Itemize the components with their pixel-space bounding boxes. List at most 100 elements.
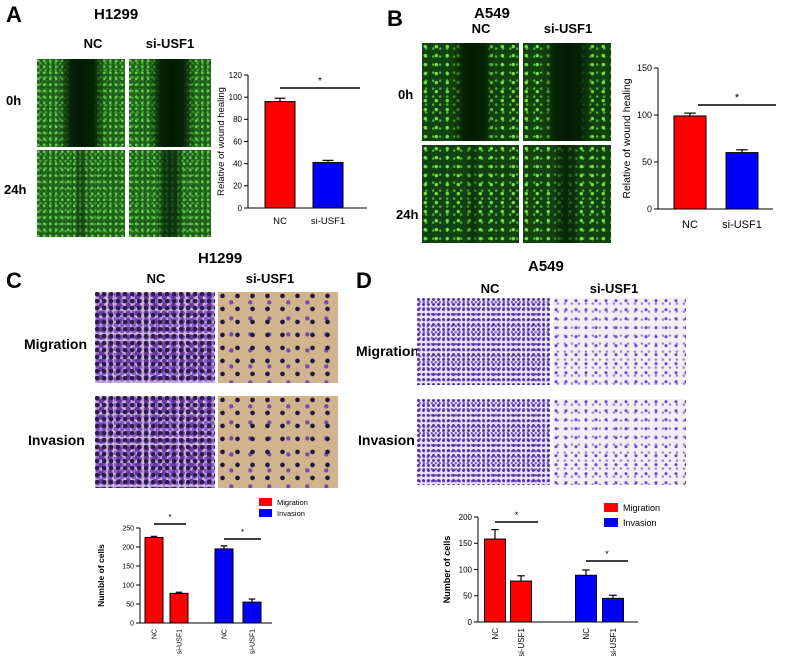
y-tick-label: 100	[459, 565, 473, 574]
bar-invasion-nc	[575, 574, 597, 623]
wound-image-a549-si-usf1-24h	[523, 145, 611, 243]
y-tick-label: 0	[647, 204, 652, 214]
y-tick-label: 100	[637, 110, 652, 120]
panel-c-row-invasion: Invasion	[28, 432, 85, 448]
x-tick-label-nc: NC	[682, 219, 698, 231]
panel-a-title: H1299	[94, 6, 139, 23]
cell-count-chart-h1299: 0 50 100 150 200 250 Numble of cells NC si-USF1 N…	[96, 498, 308, 654]
panel-c-col-nc: NC	[146, 271, 166, 286]
y-tick-label: 60	[233, 137, 242, 146]
legend-label-migration: Migration	[277, 498, 308, 507]
y-tick-label: 250	[122, 525, 134, 532]
y-tick-label: 50	[126, 601, 134, 608]
cell-count-chart-a549: 0 50 100 150 200 Number of cells NC si-USF1 NC si…	[442, 503, 660, 656]
y-tick-label: 150	[459, 539, 473, 548]
bar-invasion-si-usf1	[242, 601, 262, 624]
panel-d-col-si-usf1: si-USF1	[589, 281, 639, 296]
bar-invasion-nc	[214, 548, 234, 624]
x-tick-label-si-usf1: si-USF1	[722, 219, 762, 231]
panel-c-row-migration: Migration	[24, 336, 87, 352]
y-axis-label: Relative of wound healing	[621, 78, 633, 198]
y-tick-label: 150	[637, 63, 652, 73]
bar-invasion-si-usf1	[602, 597, 624, 623]
bar-nc	[673, 115, 707, 210]
transwell-image-a549-si-usf1-invasion	[553, 399, 686, 485]
panel-b-label: B	[387, 6, 403, 31]
wound-image-a549-nc-24h	[422, 145, 519, 243]
x-tick-label-nc: NC	[491, 628, 500, 640]
legend-label-migration: Migration	[623, 503, 660, 513]
y-tick-label: 100	[122, 582, 134, 589]
panel-b-title: A549	[474, 5, 510, 22]
transwell-image-h1299-nc-migration	[95, 292, 215, 383]
y-tick-label: 50	[642, 157, 652, 167]
x-tick-label-nc: NC	[582, 628, 591, 640]
x-tick-label-nc: NC	[273, 216, 287, 227]
panel-a-col-si-usf1: si-USF1	[145, 36, 195, 51]
x-tick-label-si-usf1: si-USF1	[176, 629, 183, 654]
transwell-image-h1299-si-usf1-invasion	[218, 396, 338, 488]
transwell-image-a549-nc-invasion	[417, 399, 550, 485]
panel-a-label: A	[6, 2, 22, 27]
transwell-image-h1299-nc-invasion	[95, 396, 215, 488]
wound-image-a549-si-usf1-0h	[523, 43, 611, 141]
wound-image-a549-nc-0h	[422, 43, 519, 141]
panel-a-row-24h: 24h	[4, 182, 27, 197]
y-tick-label: 40	[233, 159, 242, 168]
x-tick-label-si-usf1: si-USF1	[249, 629, 256, 654]
wound-image-h1299-nc-0h	[37, 59, 125, 147]
panel-d-title: A549	[528, 258, 564, 275]
y-tick-label: 50	[463, 592, 472, 601]
y-tick-label: 100	[229, 93, 243, 102]
y-tick-label: 0	[238, 204, 243, 213]
significance-marker: *	[168, 513, 171, 522]
wound-healing-chart-a549: 0 50 100 150 Relative of wound healing NC si-U…	[621, 63, 776, 231]
wound-image-h1299-si-usf1-0h	[129, 59, 211, 147]
y-tick-label: 200	[459, 513, 473, 522]
panel-a-col-nc: NC	[83, 36, 103, 51]
panel-d-col-nc: NC	[480, 281, 500, 296]
panel-c-label: C	[6, 268, 22, 293]
y-tick-label: 0	[130, 620, 134, 627]
y-tick-label: 20	[233, 182, 242, 191]
transwell-image-a549-nc-migration	[417, 298, 550, 385]
wound-image-h1299-nc-24h	[37, 150, 125, 237]
panel-d-row-invasion: Invasion	[358, 432, 415, 448]
panel-b-col-nc: NC	[471, 21, 491, 36]
panel-d-label: D	[356, 268, 372, 293]
legend-label-invasion: Invasion	[623, 518, 657, 528]
x-tick-label-si-usf1: si-USF1	[517, 627, 526, 656]
legend-label-invasion: Invasion	[277, 509, 305, 518]
bar-si-usf1	[725, 152, 759, 210]
bar-migration-si-usf1	[510, 580, 532, 623]
transwell-image-a549-si-usf1-migration	[553, 298, 686, 385]
panel-d-row-migration: Migration	[356, 343, 419, 359]
y-tick-label: 0	[468, 618, 473, 627]
y-tick-label: 120	[229, 71, 243, 80]
y-tick-label: 150	[122, 563, 134, 570]
bar-nc	[264, 101, 296, 209]
significance-marker: *	[735, 92, 740, 104]
bar-si-usf1	[312, 162, 344, 209]
legend-swatch-migration	[604, 503, 618, 512]
panel-c-title: H1299	[198, 250, 243, 267]
panel-c-col-si-usf1: si-USF1	[245, 271, 295, 286]
x-tick-label-si-usf1: si-USF1	[311, 216, 345, 227]
significance-marker: *	[241, 528, 244, 537]
legend-swatch-invasion	[259, 509, 272, 517]
legend-swatch-migration	[259, 498, 272, 506]
y-tick-label: 200	[122, 544, 134, 551]
panel-b-row-0h: 0h	[398, 87, 414, 102]
wound-image-h1299-si-usf1-24h	[129, 150, 211, 237]
bar-migration-si-usf1	[169, 592, 189, 624]
x-tick-label-nc: NC	[221, 629, 228, 639]
significance-marker: *	[515, 510, 519, 520]
y-axis-label: Relative of wound healing	[216, 87, 227, 196]
transwell-image-h1299-si-usf1-migration	[218, 292, 338, 383]
significance-marker: *	[318, 76, 322, 87]
legend-swatch-invasion	[604, 518, 618, 527]
significance-marker: *	[605, 549, 609, 559]
y-axis-label: Number of cells	[442, 536, 452, 604]
y-axis-label: Numble of cells	[96, 544, 106, 607]
